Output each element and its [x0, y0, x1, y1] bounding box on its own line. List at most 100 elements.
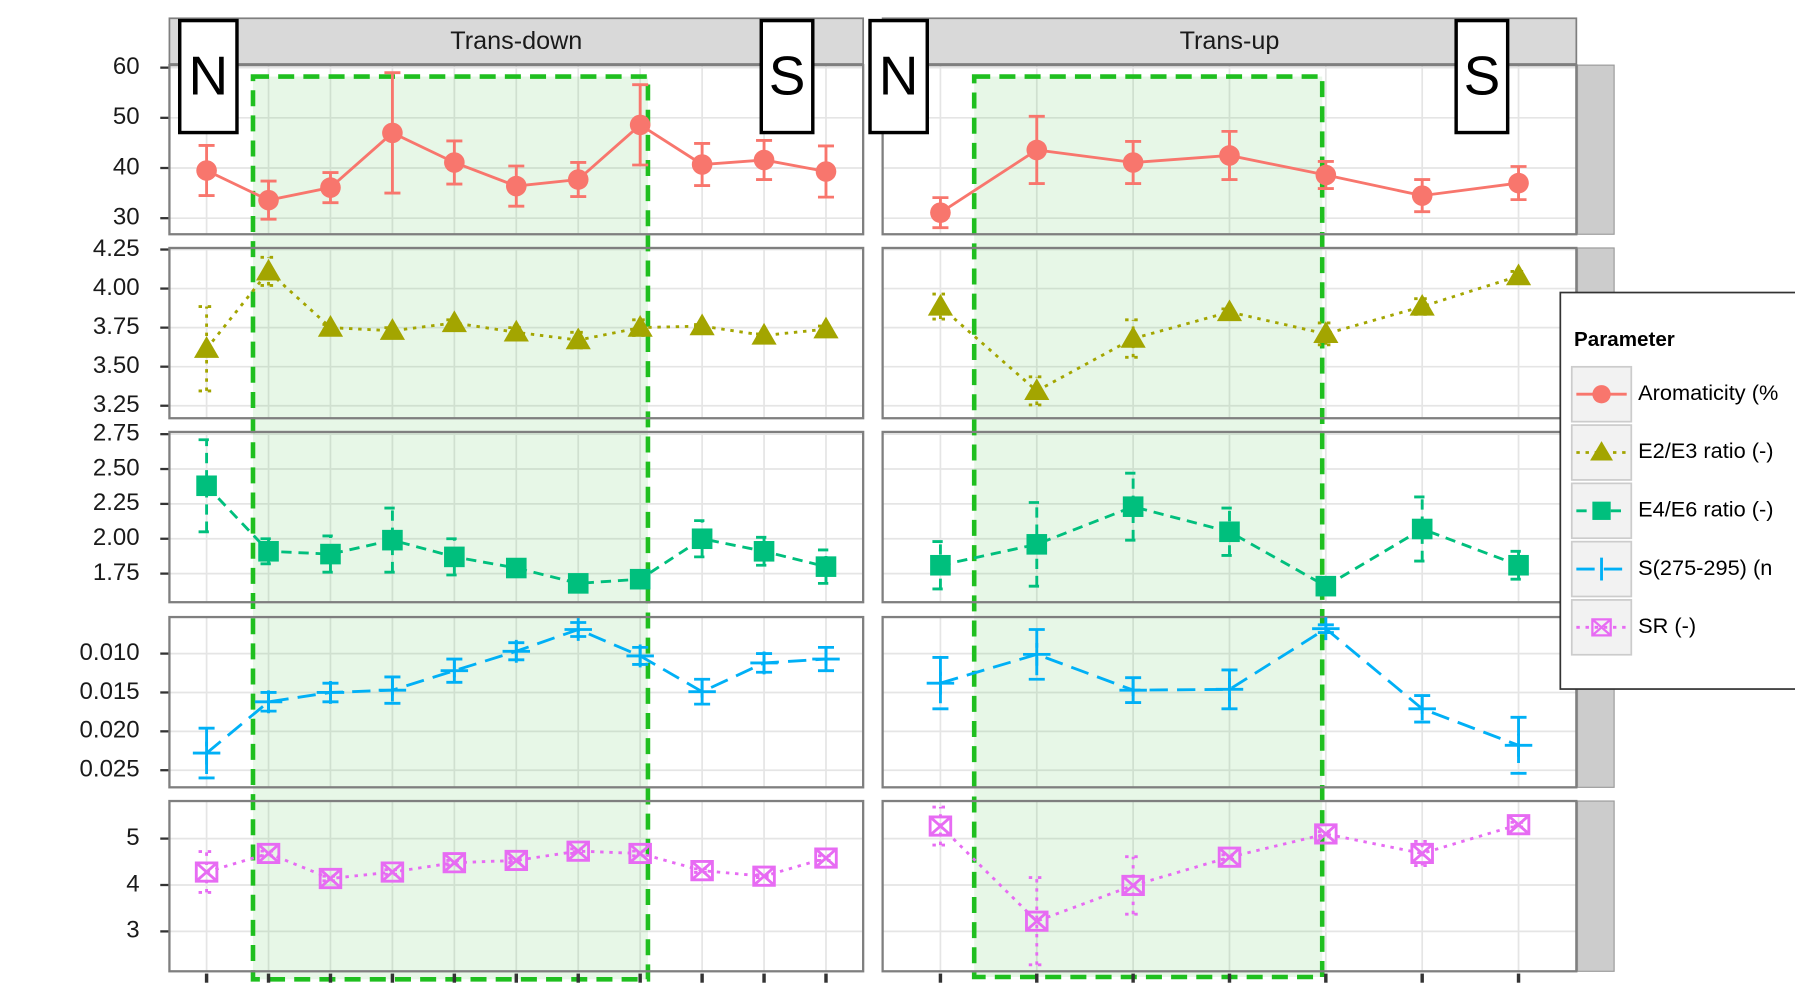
annotation-label: N: [189, 45, 229, 107]
error-bar: [817, 548, 835, 585]
point: [926, 671, 955, 695]
error-bar: [260, 255, 277, 287]
point: [1215, 677, 1244, 701]
point: [564, 618, 592, 641]
point: [1315, 164, 1337, 186]
point: [814, 847, 838, 869]
y-tick-label: 2.25: [93, 489, 140, 516]
error-bar: [1125, 471, 1142, 542]
point: [254, 690, 283, 714]
error-bar: [932, 656, 949, 711]
point: [1217, 846, 1242, 868]
error-bar: [198, 305, 215, 393]
point: [1313, 321, 1339, 344]
point: [1122, 152, 1144, 173]
y-tick-label: 4.25: [93, 235, 140, 262]
point: [565, 327, 591, 350]
error-bar: [198, 438, 215, 534]
y-tick-label: 3.75: [93, 313, 140, 340]
error-bar: [198, 726, 215, 780]
point: [812, 647, 840, 671]
data-layer: N S N S Parameter Aromaticity (% E2/E3 ratio (…: [168, 18, 1795, 983]
highlight-region: [971, 74, 1325, 980]
point: [380, 861, 405, 883]
point: [444, 152, 465, 173]
point: [503, 319, 529, 342]
annotation-label: N: [879, 45, 919, 107]
point: [440, 659, 469, 683]
y-tick-label: 2.00: [93, 524, 140, 551]
facet-title: Trans-down: [450, 27, 582, 55]
facet-title: Trans-up: [1180, 27, 1280, 55]
point: [441, 310, 467, 333]
point: [256, 842, 281, 865]
point: [752, 865, 776, 887]
point: [317, 315, 344, 337]
point: [1120, 325, 1146, 348]
y-tick-label: 3.50: [93, 352, 140, 379]
panel-border: [168, 246, 865, 420]
point: [1312, 617, 1340, 641]
panel-border: [881, 799, 1578, 973]
point: [196, 475, 217, 497]
error-bar: [1414, 495, 1431, 563]
point: [444, 546, 465, 568]
point: [379, 318, 406, 340]
point: [504, 849, 529, 871]
legend-label: SR (-): [1638, 613, 1696, 638]
y-tick-label: 0.020: [80, 717, 140, 744]
point: [689, 313, 715, 336]
y-tick-label: 50: [113, 103, 140, 130]
point: [194, 861, 219, 883]
annotation-box: [868, 18, 929, 135]
legend-marker: [1591, 618, 1612, 637]
legend-title: Parameter: [1574, 328, 1675, 351]
legend-label: E2/E3 ratio (-): [1638, 438, 1773, 463]
panel-border: [881, 63, 1578, 236]
point: [1119, 678, 1147, 702]
point: [1315, 575, 1337, 597]
point: [815, 161, 837, 182]
point: [320, 543, 341, 565]
point: [1121, 874, 1145, 897]
y-tick-label: 60: [113, 53, 140, 80]
point: [1508, 172, 1529, 194]
y-tick-label: 2.75: [93, 420, 140, 447]
y-tick-label: 40: [113, 153, 140, 180]
panel-border: [881, 615, 1578, 789]
point: [196, 160, 217, 181]
point: [753, 149, 775, 171]
highlight-region: [250, 74, 651, 982]
highlight-layer: [250, 74, 1325, 982]
point: [382, 122, 403, 144]
panel-border: [168, 799, 865, 973]
point: [1219, 145, 1240, 166]
point: [193, 336, 220, 358]
point: [930, 202, 951, 223]
point: [627, 315, 653, 337]
point: [629, 568, 651, 590]
point: [318, 867, 343, 890]
y-tick-label: 4: [126, 870, 139, 897]
y-tick-label: 0.010: [80, 639, 140, 666]
row-strip: [1576, 800, 1615, 972]
point: [1026, 534, 1048, 555]
point: [1411, 518, 1433, 540]
point: [192, 741, 221, 765]
error-bar: [1028, 876, 1045, 967]
y-tick-label: 2.50: [93, 454, 140, 481]
point: [316, 681, 345, 704]
point: [928, 815, 953, 837]
y-tick-label: 3: [126, 917, 139, 944]
point: [753, 541, 775, 562]
y-tick-label: 1.75: [93, 559, 140, 586]
point: [690, 860, 714, 882]
point: [1506, 814, 1531, 836]
point: [691, 154, 713, 175]
point: [1219, 521, 1240, 543]
point: [502, 639, 531, 663]
point: [1410, 842, 1434, 865]
annotation-label: S: [1464, 45, 1501, 107]
legend-label: S(275-295) (n: [1638, 555, 1772, 580]
point: [688, 680, 716, 704]
